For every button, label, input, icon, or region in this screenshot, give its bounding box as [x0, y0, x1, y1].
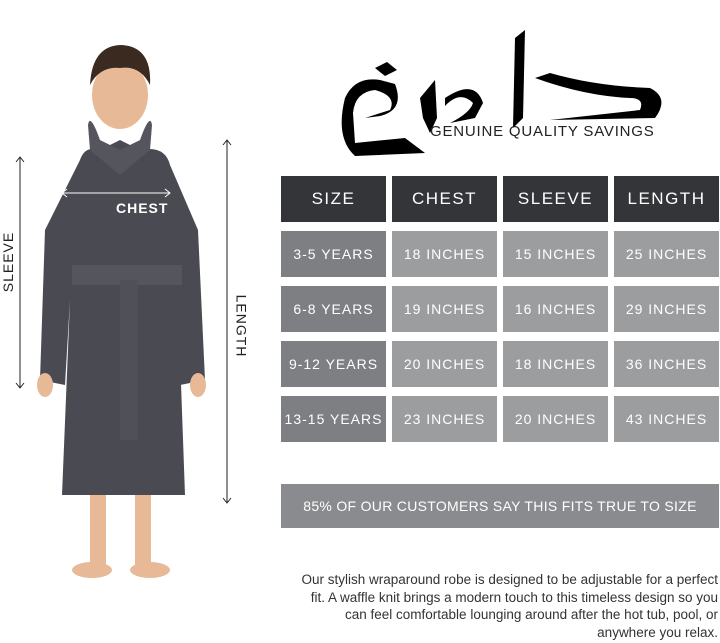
product-description: Our stylish wraparound robe is designed …	[301, 572, 719, 640]
measurement-cell: 16 INCHES	[503, 286, 608, 332]
measurement-cell: 25 INCHES	[614, 231, 719, 277]
sleeve-label: SLEEVE	[0, 231, 17, 293]
measurement-cell: 29 INCHES	[614, 286, 719, 332]
measurement-cell: 20 INCHES	[503, 396, 608, 442]
length-label: LENGTH	[233, 294, 250, 358]
fit-banner: 85% OF OUR CUSTOMERS SAY THIS FITS TRUE …	[281, 484, 719, 528]
header-cell: SIZE	[281, 176, 386, 222]
measurement-arrows	[15, 139, 232, 504]
size-cell: 13-15 YEARS	[281, 396, 386, 442]
header-cell: SLEEVE	[503, 176, 608, 222]
size-cell: 9-12 YEARS	[281, 341, 386, 387]
measurement-cell: 36 INCHES	[614, 341, 719, 387]
child-robe-photo	[37, 45, 206, 578]
size-cell: 6-8 YEARS	[281, 286, 386, 332]
logo-calligraphy	[341, 30, 662, 156]
header-cell: CHEST	[392, 176, 497, 222]
measurement-cell: 23 INCHES	[392, 396, 497, 442]
measurement-cell: 18 INCHES	[503, 341, 608, 387]
measurement-cell: 43 INCHES	[614, 396, 719, 442]
measurement-cell: 18 INCHES	[392, 231, 497, 277]
measurement-cell: 15 INCHES	[503, 231, 608, 277]
logo-tagline: GENUINE QUALITY SAVINGS	[430, 123, 655, 140]
measurement-cell: 19 INCHES	[392, 286, 497, 332]
measurement-cell: 20 INCHES	[392, 341, 497, 387]
size-cell: 3-5 YEARS	[281, 231, 386, 277]
chest-label: CHEST	[116, 200, 169, 216]
brand-logo: GENUINE QUALITY SAVINGS	[335, 18, 670, 158]
header-cell: LENGTH	[614, 176, 719, 222]
